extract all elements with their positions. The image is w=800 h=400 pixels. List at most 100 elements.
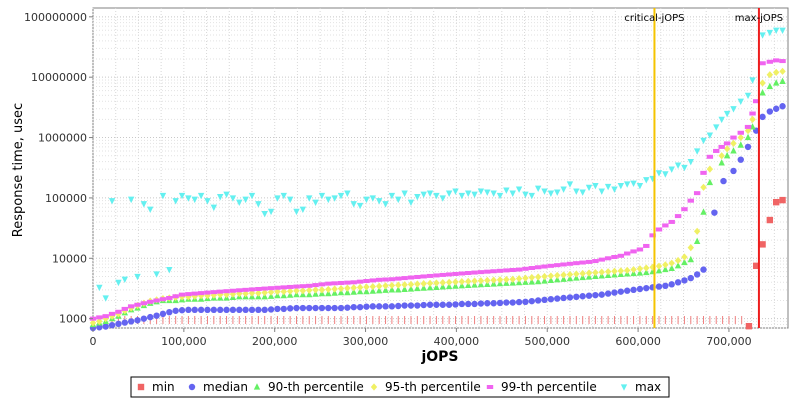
- data-point: [382, 282, 389, 290]
- data-point: [350, 201, 357, 208]
- data-point: [611, 255, 618, 260]
- data-point: [766, 29, 774, 37]
- data-point: [458, 300, 466, 308]
- series-median: [89, 103, 786, 332]
- data-point: [515, 267, 523, 272]
- data-point: [388, 192, 396, 200]
- data-point: [306, 283, 313, 288]
- data-point: [477, 270, 485, 275]
- data-point: [643, 264, 650, 272]
- data-point: [693, 191, 701, 196]
- data-point: [730, 135, 737, 140]
- data-point: [465, 300, 472, 308]
- data-point: [293, 304, 300, 312]
- data-point: [759, 79, 766, 87]
- data-point: [522, 266, 529, 271]
- data-point: [766, 216, 774, 224]
- data-point: [242, 196, 249, 204]
- data-point: [700, 137, 707, 145]
- data-point: [325, 304, 332, 312]
- data-point: [325, 281, 332, 286]
- data-point: [687, 274, 694, 282]
- data-point: [541, 264, 548, 269]
- data-point: [153, 298, 160, 303]
- data-point: [604, 256, 612, 261]
- data-point: [426, 273, 434, 278]
- data-point: [420, 280, 427, 288]
- data-point: [522, 298, 529, 306]
- data-point: [662, 282, 669, 290]
- data-point: [655, 262, 663, 270]
- data-point: [730, 139, 737, 148]
- data-point: [744, 133, 752, 141]
- data-point: [547, 263, 555, 268]
- data-point: [737, 98, 744, 106]
- data-point: [541, 272, 548, 281]
- data-point: [108, 312, 116, 320]
- data-point: [522, 278, 529, 285]
- legend-label: min: [152, 380, 175, 394]
- data-point: [274, 305, 281, 313]
- data-point: [318, 286, 326, 294]
- series-max: [96, 27, 786, 302]
- data-point: [382, 201, 389, 208]
- series-95-th-percentile: [89, 67, 786, 327]
- data-point: [636, 269, 644, 276]
- data-point: [674, 162, 682, 169]
- data-point: [229, 288, 237, 293]
- data-point: [465, 190, 472, 197]
- data-point: [636, 265, 644, 273]
- data-point: [560, 262, 567, 267]
- data-point: [522, 191, 529, 199]
- data-point: [356, 287, 364, 295]
- data-point: [655, 170, 663, 177]
- data-point: [528, 266, 536, 271]
- data-point: [687, 198, 694, 203]
- data-point: [197, 292, 205, 300]
- data-point: [108, 311, 116, 316]
- data-point: [178, 293, 186, 301]
- data-point: [280, 305, 287, 313]
- x-tick-label: 600,000: [615, 335, 661, 348]
- data-point: [369, 278, 377, 283]
- data-point: [369, 303, 377, 310]
- data-point: [216, 291, 224, 299]
- legend-label: 95-th percentile: [385, 380, 481, 394]
- data-point: [737, 130, 744, 135]
- data-point: [375, 198, 383, 205]
- data-point: [369, 195, 377, 202]
- data-point: [636, 182, 644, 190]
- data-point: [147, 299, 154, 304]
- data-point: [579, 293, 586, 300]
- data-point: [779, 196, 786, 204]
- data-point: [471, 270, 478, 275]
- data-point: [414, 302, 421, 309]
- data-point: [363, 287, 370, 295]
- data-point: [407, 280, 415, 288]
- data-point: [496, 276, 504, 284]
- data-point: [121, 319, 128, 326]
- data-point: [484, 269, 491, 274]
- data-point: [382, 303, 389, 310]
- y-tick-label: 100000: [45, 192, 87, 205]
- data-point: [401, 302, 408, 309]
- data-point: [337, 284, 345, 293]
- data-point: [242, 287, 249, 292]
- data-point: [299, 206, 307, 214]
- data-point: [236, 199, 243, 206]
- data-point: [426, 190, 434, 197]
- data-point: [388, 277, 396, 282]
- data-point: [401, 276, 408, 281]
- data-point: [554, 189, 561, 196]
- data-point: [433, 273, 440, 278]
- data-point: [325, 285, 332, 294]
- data-point: [274, 288, 281, 296]
- data-point: [779, 59, 786, 64]
- data-point: [172, 307, 179, 314]
- data-point: [153, 312, 160, 319]
- data-point: [433, 279, 440, 287]
- data-point: [439, 301, 446, 308]
- data-point: [534, 297, 542, 304]
- data-point: [216, 289, 224, 294]
